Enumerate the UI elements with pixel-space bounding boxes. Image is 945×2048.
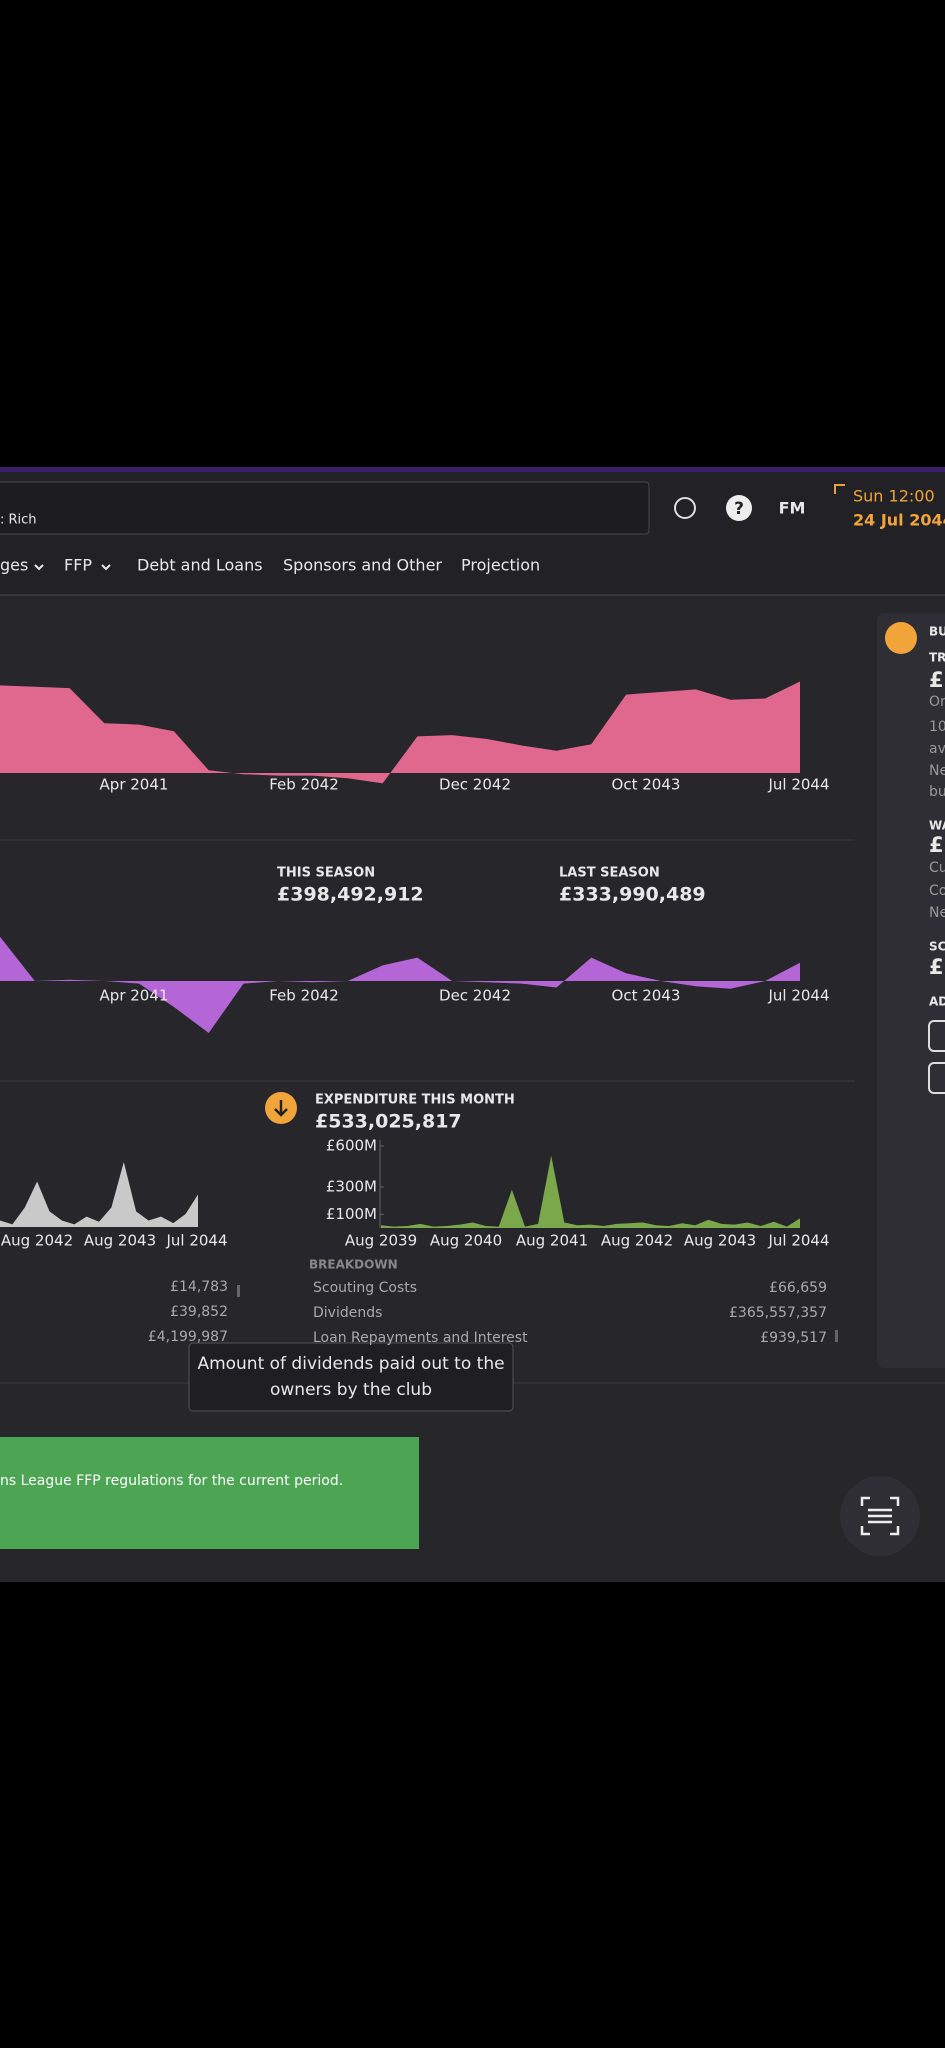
stat-label: THIS SEASON (277, 866, 375, 881)
breakdown-value: £4,199,987 (148, 1329, 228, 1345)
tab[interactable]: FFP (64, 556, 92, 575)
breakdown-value: £39,852 (170, 1304, 228, 1320)
day-time: Sun 12:00 (853, 487, 935, 506)
x-tick-label: Aug 2039 (345, 1232, 417, 1250)
x-tick-label: Apr 2041 (100, 987, 169, 1005)
sidebar-text: av (929, 741, 945, 757)
x-tick-label: Dec 2042 (439, 987, 511, 1005)
search-text: : Rich (0, 513, 37, 528)
sidebar-text: Ne (929, 763, 945, 779)
sidebar-text: £ (929, 668, 944, 692)
breakdown-label: Scouting Costs (313, 1280, 417, 1296)
x-tick-label: Oct 2043 (612, 987, 681, 1005)
stat-value: £533,025,817 (315, 1111, 462, 1133)
ffp-banner (0, 1437, 419, 1549)
x-tick-label: Feb 2042 (269, 776, 339, 794)
sidebar-text: AD (929, 995, 945, 1009)
stat-value: £398,492,912 (277, 884, 424, 906)
search-box[interactable] (0, 482, 649, 534)
scroll-thumb (835, 1330, 838, 1342)
app (0, 472, 945, 1582)
x-tick-label: Apr 2041 (100, 776, 169, 794)
breakdown-value: £66,659 (769, 1280, 827, 1296)
x-tick-label: Aug 2042 (1, 1232, 73, 1250)
logo: FM (779, 499, 806, 518)
x-tick-label: Jul 2044 (767, 1232, 829, 1250)
x-tick-label: Oct 2043 (612, 776, 681, 794)
y-tick-label: £100M (326, 1205, 377, 1223)
breakdown-value: £939,517 (760, 1330, 827, 1346)
banner-text: ns League FFP regulations for the curren… (0, 1473, 343, 1489)
scroll-thumb (237, 1285, 240, 1297)
x-tick-label: Dec 2042 (439, 776, 511, 794)
sidebar-text: Cu (929, 860, 945, 876)
breakdown-title: BREAKDOWN (309, 1258, 398, 1272)
stat-label: LAST SEASON (559, 866, 660, 881)
tab[interactable]: Projection (461, 556, 540, 575)
x-tick-label: Aug 2041 (516, 1232, 588, 1250)
tooltip-text: Amount of dividends paid out to the (197, 1354, 504, 1374)
sidebar-text: SC (929, 940, 945, 954)
x-tick-label: Jul 2044 (165, 1232, 227, 1250)
sidebar-text: BU (929, 625, 945, 639)
x-tick-label: Jul 2044 (767, 776, 829, 794)
tab[interactable]: Sponsors and Other (283, 556, 442, 575)
tooltip-text: owners by the club (270, 1380, 432, 1400)
breakdown-label: Loan Repayments and Interest (313, 1330, 528, 1346)
sidebar-text: Co (929, 883, 945, 899)
x-tick-label: Aug 2043 (84, 1232, 156, 1250)
x-tick-label: Jul 2044 (767, 987, 829, 1005)
sidebar-text: Or (929, 694, 945, 710)
stat-label: EXPENDITURE THIS MONTH (315, 1093, 515, 1108)
sidebar-text: bu (929, 784, 945, 800)
x-tick-label: Feb 2042 (269, 987, 339, 1005)
sidebar-text: TR (929, 651, 945, 665)
piggy-icon (885, 622, 917, 654)
x-tick-label: Aug 2040 (430, 1232, 502, 1250)
tab[interactable]: ges (0, 556, 28, 575)
tab[interactable]: Debt and Loans (137, 556, 263, 575)
sidebar-text: £ (929, 833, 944, 857)
x-tick-label: Aug 2042 (601, 1232, 673, 1250)
y-tick-label: £300M (326, 1178, 377, 1196)
x-tick-label: Aug 2043 (684, 1232, 756, 1250)
help-glyph: ? (734, 499, 744, 519)
sidebar-text: Ne (929, 905, 945, 921)
sidebar-text: £ (929, 955, 944, 979)
sidebar-text: WA (929, 819, 945, 833)
breakdown-value: £365,557,357 (729, 1305, 827, 1321)
breakdown-value: £14,783 (170, 1279, 228, 1295)
sidebar-text: 10 (929, 719, 945, 735)
date: 24 Jul 2044 (853, 511, 945, 530)
breakdown-label: Dividends (313, 1305, 382, 1321)
y-tick-label: £600M (326, 1137, 377, 1155)
stat-value: £333,990,489 (559, 884, 706, 906)
